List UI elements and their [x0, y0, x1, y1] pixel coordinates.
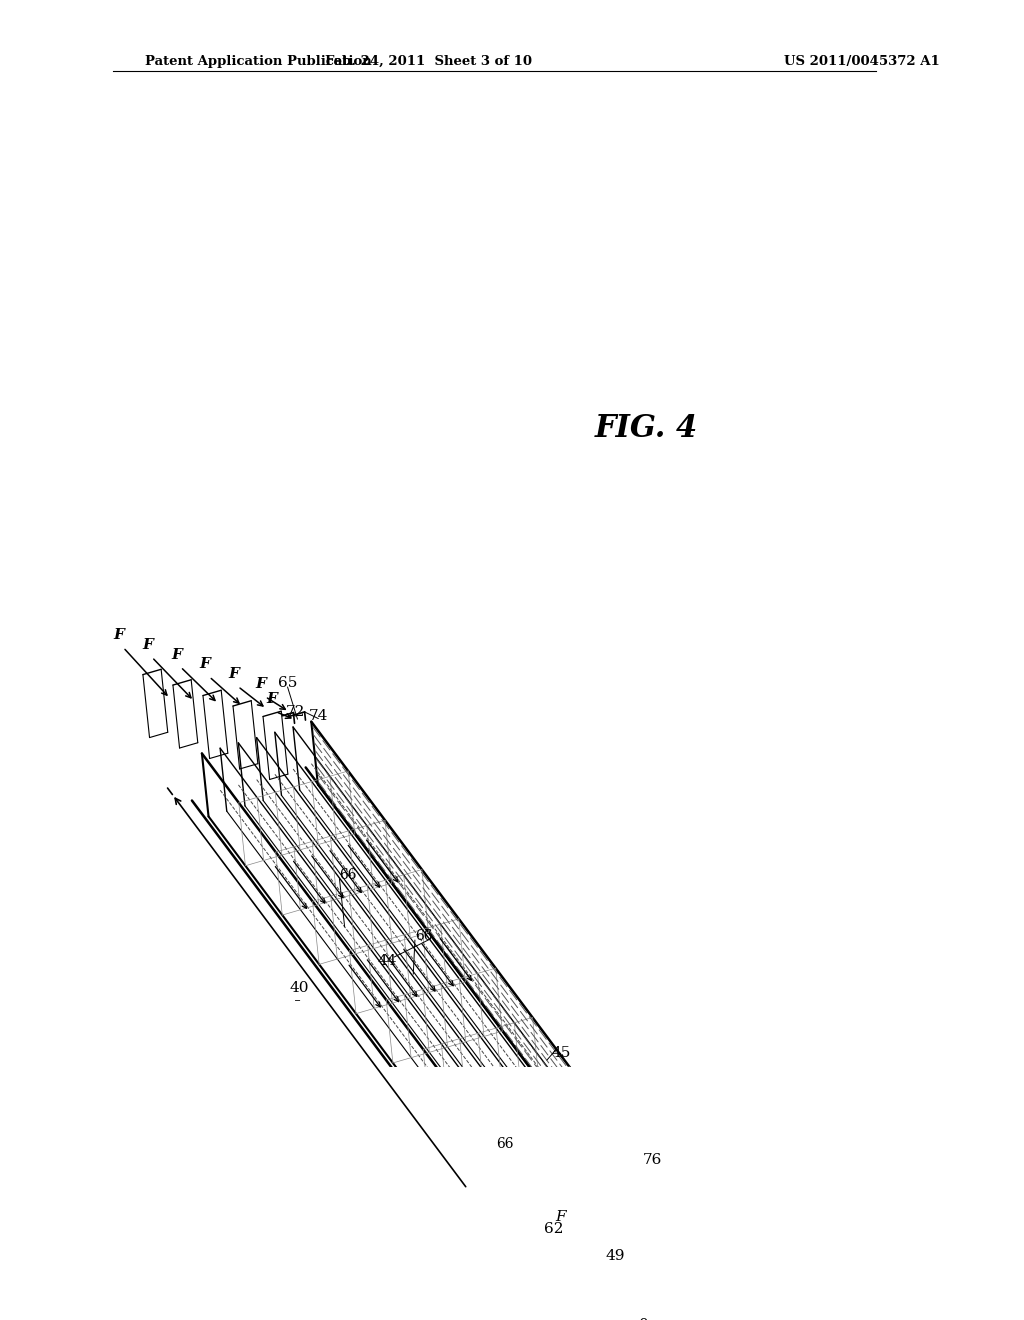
- Text: 72: 72: [286, 705, 305, 719]
- Polygon shape: [595, 1179, 613, 1189]
- Text: F: F: [171, 648, 182, 661]
- Text: F: F: [256, 677, 266, 692]
- Polygon shape: [540, 1195, 558, 1205]
- Text: 0: 0: [639, 1319, 649, 1320]
- Text: 40: 40: [290, 981, 309, 995]
- Text: Feb. 24, 2011  Sheet 3 of 10: Feb. 24, 2011 Sheet 3 of 10: [325, 55, 531, 67]
- Text: F: F: [142, 638, 154, 652]
- Text: 44: 44: [378, 954, 397, 968]
- Text: 45: 45: [551, 1045, 570, 1060]
- Text: F: F: [266, 693, 276, 706]
- Text: F: F: [200, 657, 211, 672]
- Text: 49: 49: [605, 1249, 625, 1263]
- Polygon shape: [522, 1200, 540, 1210]
- Text: F: F: [555, 1210, 566, 1224]
- Polygon shape: [504, 1205, 522, 1216]
- Text: 62: 62: [544, 1222, 563, 1236]
- Text: 66: 66: [497, 1137, 514, 1151]
- Text: F: F: [228, 667, 240, 681]
- Text: F: F: [114, 628, 125, 643]
- Text: FIG. 4: FIG. 4: [595, 413, 698, 444]
- Polygon shape: [606, 1117, 618, 1187]
- Polygon shape: [558, 1189, 577, 1200]
- Polygon shape: [577, 1184, 595, 1195]
- Text: 65: 65: [278, 676, 297, 690]
- Text: 76: 76: [643, 1154, 663, 1167]
- Text: 66: 66: [340, 869, 357, 882]
- Text: 74: 74: [308, 709, 328, 723]
- Text: Patent Application Publication: Patent Application Publication: [145, 55, 373, 67]
- Text: 66: 66: [415, 929, 432, 942]
- Text: US 2011/0045372 A1: US 2011/0045372 A1: [784, 55, 940, 67]
